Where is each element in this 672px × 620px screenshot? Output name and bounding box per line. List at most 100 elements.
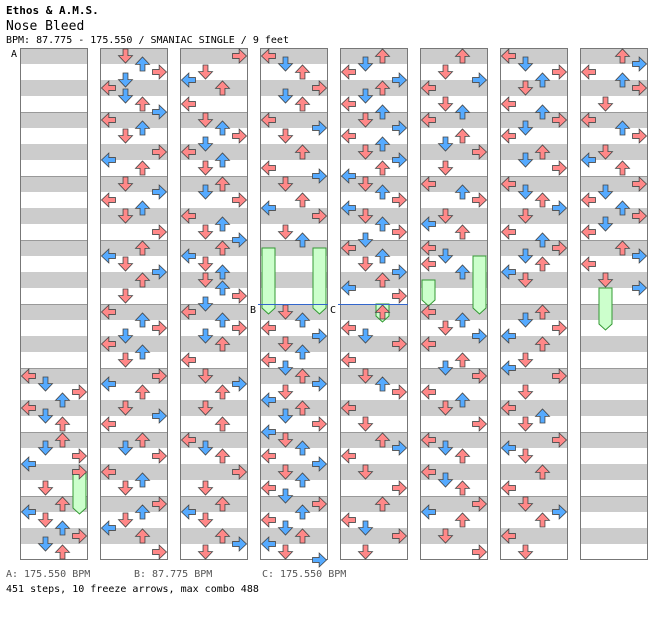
down-arrow-icon xyxy=(357,88,374,104)
down-arrow-icon xyxy=(357,56,374,72)
left-arrow-icon xyxy=(260,112,276,128)
down-arrow-icon xyxy=(277,408,294,424)
right-arrow-icon xyxy=(312,208,328,224)
left-arrow-icon xyxy=(420,112,436,128)
down-arrow-icon xyxy=(357,256,374,272)
beat-stripe xyxy=(260,144,328,160)
up-arrow-icon xyxy=(54,544,71,560)
beat-stripe xyxy=(260,176,328,192)
left-arrow-icon xyxy=(500,96,516,112)
down-arrow-icon xyxy=(197,160,214,176)
down-arrow-icon xyxy=(517,208,534,224)
down-arrow-icon xyxy=(37,512,54,528)
beat-stripe xyxy=(420,80,488,96)
up-arrow-icon xyxy=(134,344,151,360)
left-arrow-icon xyxy=(180,208,196,224)
beat-stripe xyxy=(260,80,328,96)
up-arrow-icon xyxy=(534,104,551,120)
up-arrow-icon xyxy=(134,384,151,400)
down-arrow-icon xyxy=(37,376,54,392)
down-arrow-icon xyxy=(197,112,214,128)
up-arrow-icon xyxy=(534,72,551,88)
beat-stripe xyxy=(180,272,248,288)
up-arrow-icon xyxy=(214,176,231,192)
up-arrow-icon xyxy=(214,152,231,168)
down-arrow-icon xyxy=(517,272,534,288)
step-summary: 451 steps, 10 freeze arrows, max combo 4… xyxy=(6,584,259,595)
beat-stripe xyxy=(260,528,328,544)
right-arrow-icon xyxy=(152,264,168,280)
down-arrow-icon xyxy=(517,248,534,264)
down-arrow-icon xyxy=(517,384,534,400)
beat-stripe xyxy=(100,80,168,96)
beat-stripe xyxy=(20,48,88,64)
beat-stripe xyxy=(100,240,168,256)
left-arrow-icon xyxy=(100,520,116,536)
beat-stripe xyxy=(340,176,408,192)
right-arrow-icon xyxy=(392,120,408,136)
left-arrow-icon xyxy=(260,48,276,64)
up-arrow-icon xyxy=(54,392,71,408)
right-arrow-icon xyxy=(232,128,248,144)
bpm-legend-c: C: 175.550 BPM xyxy=(262,569,347,580)
left-arrow-icon xyxy=(340,96,356,112)
beat-stripe xyxy=(180,336,248,352)
up-arrow-icon xyxy=(374,248,391,264)
column-border xyxy=(500,48,568,560)
up-arrow-icon xyxy=(214,312,231,328)
down-arrow-icon xyxy=(117,440,134,456)
right-arrow-icon xyxy=(392,528,408,544)
right-arrow-icon xyxy=(72,448,88,464)
right-arrow-icon xyxy=(552,432,568,448)
right-arrow-icon xyxy=(552,320,568,336)
left-arrow-icon xyxy=(180,304,196,320)
beat-stripe xyxy=(260,496,328,512)
down-arrow-icon xyxy=(517,416,534,432)
up-arrow-icon xyxy=(534,256,551,272)
right-arrow-icon xyxy=(312,416,328,432)
column-border xyxy=(420,48,488,560)
right-arrow-icon xyxy=(552,368,568,384)
beat-stripe xyxy=(420,144,488,160)
left-arrow-icon xyxy=(180,144,196,160)
beat-stripe xyxy=(500,208,568,224)
left-arrow-icon xyxy=(180,96,196,112)
bpm-marker-a: A xyxy=(11,49,17,60)
down-arrow-icon xyxy=(37,440,54,456)
beat-stripe xyxy=(580,208,648,224)
beat-stripe xyxy=(180,496,248,512)
up-arrow-icon xyxy=(294,368,311,384)
beat-stripe xyxy=(180,368,248,384)
right-arrow-icon xyxy=(152,104,168,120)
beat-stripe xyxy=(580,176,648,192)
down-arrow-icon xyxy=(357,112,374,128)
left-arrow-icon xyxy=(100,304,116,320)
up-arrow-icon xyxy=(214,120,231,136)
beat-stripe xyxy=(260,112,328,128)
left-arrow-icon xyxy=(340,400,356,416)
beat-stripe xyxy=(20,336,88,352)
beat-stripe xyxy=(580,496,648,512)
beat-stripe xyxy=(20,272,88,288)
beat-stripe xyxy=(420,208,488,224)
left-arrow-icon xyxy=(500,528,516,544)
column-border xyxy=(180,48,248,560)
up-arrow-icon xyxy=(614,200,631,216)
down-arrow-icon xyxy=(357,144,374,160)
up-arrow-icon xyxy=(294,232,311,248)
up-arrow-icon xyxy=(294,192,311,208)
beat-stripe xyxy=(500,80,568,96)
left-arrow-icon xyxy=(100,152,116,168)
up-arrow-icon xyxy=(374,432,391,448)
up-arrow-icon xyxy=(374,496,391,512)
up-arrow-icon xyxy=(614,120,631,136)
down-arrow-icon xyxy=(597,216,614,232)
down-arrow-icon xyxy=(197,224,214,240)
right-arrow-icon xyxy=(552,200,568,216)
down-arrow-icon xyxy=(277,384,294,400)
up-arrow-icon xyxy=(374,104,391,120)
down-arrow-icon xyxy=(117,48,134,64)
right-arrow-icon xyxy=(632,280,648,296)
left-arrow-icon xyxy=(20,368,36,384)
beat-stripe xyxy=(500,176,568,192)
